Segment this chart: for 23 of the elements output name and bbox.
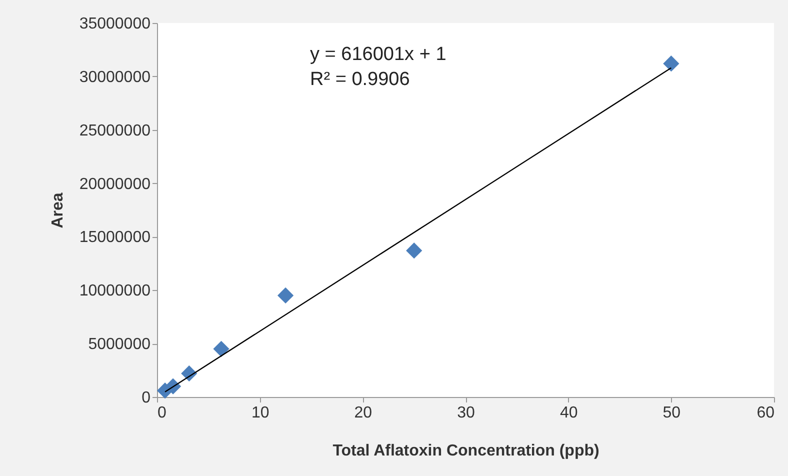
annotation: y = 616001x + 1	[310, 44, 446, 65]
point	[277, 287, 294, 304]
y-tick-label: 15000000	[79, 229, 151, 246]
annotation: R² = 0.9906	[310, 69, 410, 90]
y-tick-label: 0	[142, 390, 151, 406]
point	[406, 242, 422, 259]
x-tick-label: 20	[354, 404, 372, 422]
y-tick-label: 10000000	[79, 282, 151, 300]
x-tick-label: 0	[158, 404, 166, 422]
y-tick-label: 5000000	[88, 336, 151, 354]
x-tick-label: 10	[251, 404, 270, 422]
y-tick-label: 35000000	[79, 16, 151, 32]
y-tick-label: 30000000	[79, 68, 151, 86]
x-tick-label: 40	[560, 404, 578, 422]
y-axis-title: Area	[49, 192, 66, 228]
x-axis-title: Total Aflatoxin Concentration (ppb)	[332, 442, 600, 460]
x-tick-label: 30	[457, 404, 475, 422]
point	[663, 56, 680, 72]
y-tick-label: 20000000	[79, 176, 151, 193]
x-tick-label: 60	[756, 404, 775, 422]
point	[213, 340, 230, 357]
x-tick-label: 50	[662, 404, 681, 422]
y-tick-label: 25000000	[79, 122, 151, 140]
